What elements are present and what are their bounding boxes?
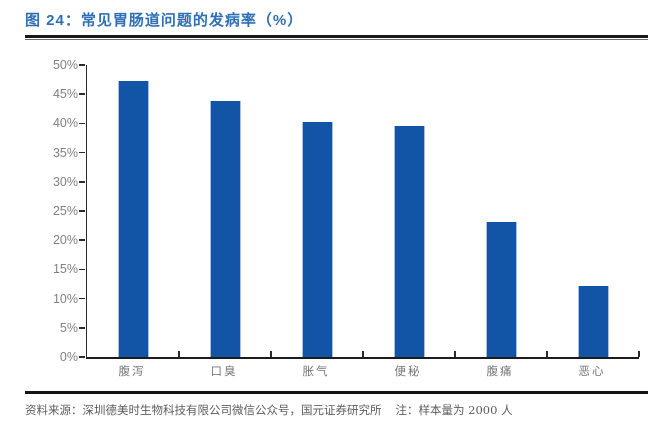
y-axis-tick-label: 15% [52,262,78,277]
source-note: 资料来源：深圳德美时生物科技有限公司微信公众号，国元证券研究所 注：样本量为 20… [25,402,655,418]
y-axis-tick-label: 25% [52,204,78,218]
title-divider-thick-line [25,35,648,38]
y-axis-tick-mark [79,64,85,66]
bar-胀气 [301,122,333,357]
x-axis-tick-mark [178,351,180,357]
y-axis-tick-mark [79,297,85,300]
x-axis-tick-mark [454,351,456,357]
y-axis-tick-mark [79,210,85,212]
bar-便秘 [393,126,425,357]
y-axis-tick-mark [79,151,85,154]
y-axis-tick-mark [79,181,85,183]
y-axis-tick-mark [79,356,85,358]
footer-divider [25,391,648,394]
bar-腹泻 [117,80,149,357]
plot-area [86,65,640,359]
x-axis-tick-mark [362,351,364,357]
y-axis-tick-mark [79,239,85,241]
title-divider-thin-line [25,38,648,40]
x-axis-tick-mark [270,351,272,357]
y-axis-tick-label: 10% [52,291,78,306]
bar-口臭 [209,101,241,357]
y-axis-tick-label: 35% [52,145,78,160]
y-axis-tick-label: 30% [52,174,78,189]
y-axis-tick-label: 5% [59,320,78,335]
y-axis-tick-mark [79,268,85,271]
figure-title: 图 24：常见胃肠道问题的发病率（%） [25,12,304,29]
y-axis-tick-label: 0% [59,350,78,364]
x-axis-category-label: 腹泻 [118,364,146,378]
x-axis-category-label: 恶心 [578,364,606,378]
y-axis-tick-label: 50% [52,58,78,72]
bar-恶心 [577,285,609,357]
x-axis-category-label: 便秘 [394,364,422,378]
x-axis-category-label: 腹痛 [486,364,514,378]
sample-size-note: 注：样本量为 2000 人 [395,403,513,417]
source-text: 资料来源：深圳德美时生物科技有限公司微信公众号，国元证券研究所 [25,403,382,417]
x-axis-tick-mark [546,351,548,357]
bar-腹痛 [485,221,517,357]
y-axis-tick-mark [79,93,85,95]
y-axis-tick-mark [79,122,85,125]
title-divider [25,35,648,40]
y-axis-tick-label: 40% [52,116,78,131]
y-axis-tick-label: 20% [52,233,78,248]
y-axis-tick-label: 45% [52,87,78,102]
x-axis-category-label: 胀气 [302,364,330,378]
y-axis-tick-mark [79,327,85,329]
x-axis-category-label: 口臭 [210,364,238,378]
x-axis-tick-mark [638,351,640,357]
